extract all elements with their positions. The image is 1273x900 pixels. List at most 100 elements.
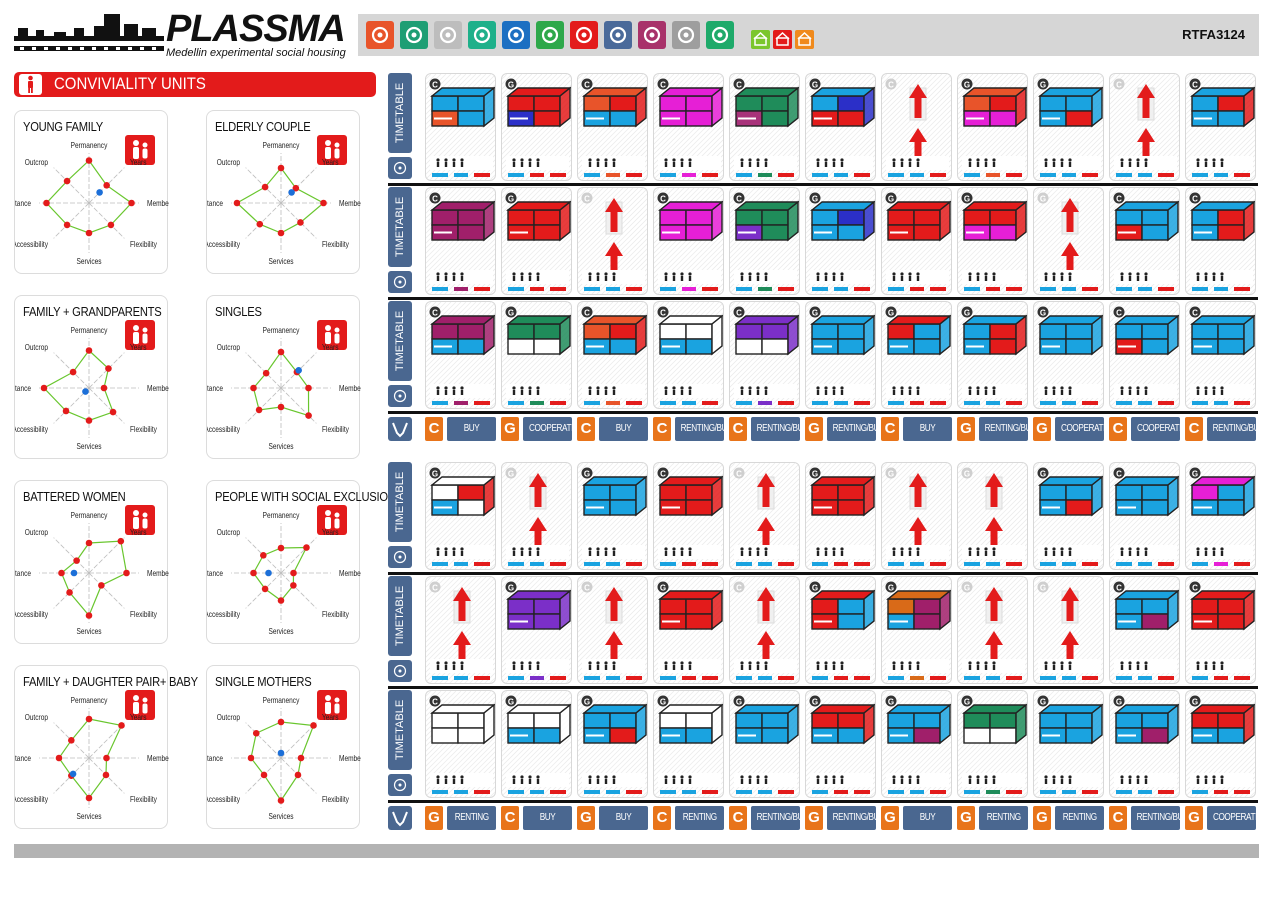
timeline-toggle[interactable] (388, 546, 412, 568)
unit-card[interactable]: G (501, 301, 572, 409)
tenure-label[interactable]: RENTING/BUY (827, 806, 876, 830)
unit-card[interactable]: C (1109, 576, 1180, 684)
unit-card[interactable]: G (577, 462, 648, 570)
unit-card[interactable]: G (1185, 690, 1256, 798)
unit-card[interactable]: C (577, 187, 648, 295)
tenure-label[interactable]: BUY (599, 806, 648, 830)
unit-card[interactable]: G (957, 690, 1028, 798)
unit-card[interactable]: G (1033, 576, 1104, 684)
unit-card[interactable]: G (805, 187, 876, 295)
unit-card[interactable]: G (501, 73, 572, 181)
tenure-label[interactable]: BUY (903, 806, 952, 830)
unit-card[interactable]: C (1109, 462, 1180, 570)
tenure-label[interactable]: RENTING/BUY (1207, 417, 1256, 441)
unit-card[interactable]: C (1185, 73, 1256, 181)
unit-card[interactable]: G (805, 301, 876, 409)
unit-card[interactable]: C (1109, 73, 1180, 181)
cogs-icon[interactable] (672, 21, 700, 49)
tenure-label[interactable]: RENTING/BUY (675, 417, 724, 441)
unit-card[interactable]: G (1033, 301, 1104, 409)
unit-card[interactable]: C (577, 73, 648, 181)
unit-card[interactable]: C (425, 73, 496, 181)
ruler-icon[interactable] (638, 21, 666, 49)
house-icon[interactable] (773, 30, 792, 49)
unit-card[interactable]: G (957, 301, 1028, 409)
tenure-label[interactable]: RENTING/BUY (979, 417, 1028, 441)
unit-card[interactable]: G (1185, 462, 1256, 570)
unit-card[interactable]: C (653, 73, 724, 181)
unit-card[interactable]: G (501, 576, 572, 684)
unit-card[interactable]: C (729, 576, 800, 684)
unit-card[interactable]: G (653, 576, 724, 684)
unit-card[interactable]: C (729, 187, 800, 295)
unit-card[interactable]: G (729, 690, 800, 798)
unit-card[interactable]: G (501, 462, 572, 570)
unit-card[interactable]: G (1033, 187, 1104, 295)
timeline-toggle[interactable] (388, 774, 412, 796)
unit-card[interactable]: C (425, 576, 496, 684)
unit-card[interactable]: G (805, 576, 876, 684)
tenure-label[interactable]: BUY (447, 417, 496, 441)
blocks-icon[interactable] (434, 21, 462, 49)
unit-card[interactable]: C (577, 301, 648, 409)
chart-icon[interactable] (751, 30, 770, 49)
unit-card[interactable]: G (805, 690, 876, 798)
hands-care-icon[interactable] (604, 21, 632, 49)
tenure-label[interactable]: BUY (903, 417, 952, 441)
tenure-label[interactable]: COOPERATIVE (1055, 417, 1104, 441)
unit-card[interactable]: G (577, 690, 648, 798)
unit-card[interactable]: G (653, 690, 724, 798)
unit-card[interactable]: C (729, 301, 800, 409)
tenure-label[interactable]: RENTING (675, 806, 724, 830)
timeline-toggle[interactable] (388, 385, 412, 407)
unit-card[interactable]: C (653, 462, 724, 570)
unit-card[interactable]: C (653, 187, 724, 295)
grid-dots-icon[interactable] (468, 21, 496, 49)
gear-icon[interactable] (366, 21, 394, 49)
unit-card[interactable]: C (577, 576, 648, 684)
unit-card[interactable]: C (729, 73, 800, 181)
tenure-label[interactable]: BUY (599, 417, 648, 441)
unit-card[interactable]: C (425, 301, 496, 409)
unit-card[interactable]: G (881, 690, 952, 798)
unit-card[interactable]: G (1033, 690, 1104, 798)
unit-card[interactable]: C (881, 73, 952, 181)
unit-card[interactable]: C (1185, 187, 1256, 295)
tenure-label[interactable]: RENTING (1055, 806, 1104, 830)
recycle-icon[interactable] (706, 21, 734, 49)
tenure-label[interactable]: BUY (523, 806, 572, 830)
tent-icon[interactable] (400, 21, 428, 49)
tenure-label[interactable]: COOPERATIVE (1131, 417, 1180, 441)
unit-card[interactable]: G (957, 187, 1028, 295)
tenure-label[interactable]: RENTING (447, 806, 496, 830)
unit-card[interactable]: G (1033, 73, 1104, 181)
unit-card[interactable]: C (1185, 576, 1256, 684)
unit-card[interactable]: G (957, 462, 1028, 570)
person-icon[interactable] (570, 21, 598, 49)
unit-card[interactable]: G (805, 462, 876, 570)
tenure-label[interactable]: RENTING/BUY (751, 417, 800, 441)
tenure-label[interactable]: RENTING/BUY (751, 806, 800, 830)
tenure-label[interactable]: COOPERATIVE (1207, 806, 1256, 830)
unit-card[interactable]: G (1033, 462, 1104, 570)
unit-card[interactable]: G (881, 462, 952, 570)
timeline-toggle[interactable] (388, 157, 412, 179)
unit-card[interactable]: C (1185, 301, 1256, 409)
timeline-toggle[interactable] (388, 660, 412, 682)
unit-card[interactable]: C (653, 301, 724, 409)
timeline-toggle[interactable] (388, 271, 412, 293)
unit-card[interactable]: G (881, 187, 952, 295)
unit-card[interactable]: G (425, 462, 496, 570)
unit-card[interactable]: G (1109, 690, 1180, 798)
hands-icon[interactable] (502, 21, 530, 49)
buildings-icon[interactable] (795, 30, 814, 49)
tenure-label[interactable]: RENTING (979, 806, 1028, 830)
unit-card[interactable]: C (1109, 187, 1180, 295)
tenure-label[interactable]: RENTING/BUY (1131, 806, 1180, 830)
unit-card[interactable]: G (881, 301, 952, 409)
unit-card[interactable]: G (957, 73, 1028, 181)
unit-card[interactable]: G (957, 576, 1028, 684)
unit-card[interactable]: C (729, 462, 800, 570)
unit-card[interactable]: G (501, 187, 572, 295)
tenure-label[interactable]: RENTING/BUY (827, 417, 876, 441)
